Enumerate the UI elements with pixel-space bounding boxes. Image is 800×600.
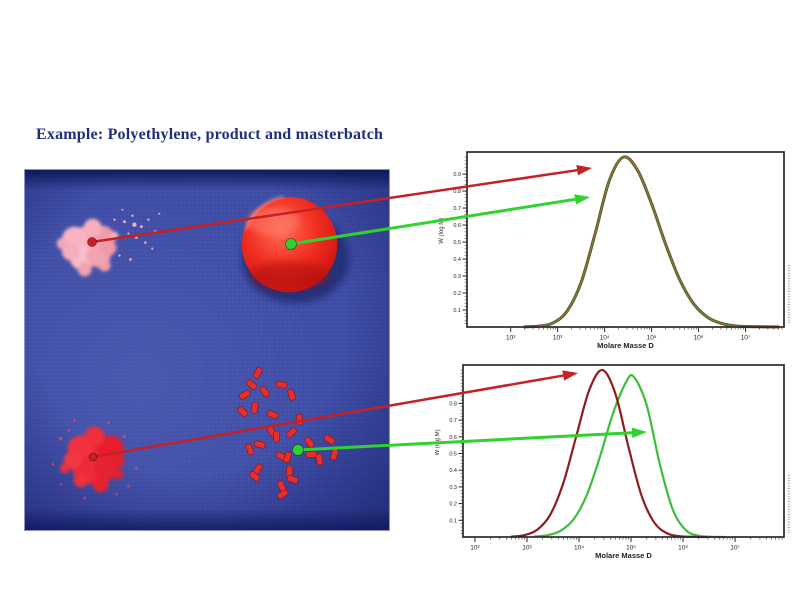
sample-photo	[24, 169, 390, 531]
svg-text:0.4: 0.4	[453, 257, 461, 263]
svg-text:0.1: 0.1	[453, 308, 461, 314]
molar-mass-distribution-chart-top: 10² 10³ 10⁴ 10⁵ 10⁶ 10⁷ 0.1 0.2 0.3 0.4 0.5 0.6 0.7 0…	[439, 151, 791, 350]
svg-text:0.3: 0.3	[453, 274, 461, 280]
svg-text:0.3: 0.3	[449, 485, 457, 491]
svg-text:10⁴: 10⁴	[600, 335, 610, 342]
chart-product-vs-masterbatch-identical: 10² 10³ 10⁴ 10⁵ 10⁶ 10⁷ 0.1 0.2 0.3 0.4 0.5 0.6 0.7 0…	[435, 140, 795, 354]
svg-text:0.7: 0.7	[449, 418, 457, 424]
svg-text:0.8: 0.8	[453, 189, 461, 195]
chart-product-vs-masterbatch-shifted: 10² 10³ 10⁴ 10⁵ 10⁶ 10⁷ 0.1 0.2 0.3 0.4 0.5 0.6 0.7 0…	[435, 355, 795, 565]
svg-text:0.2: 0.2	[453, 291, 461, 297]
svg-text:0.1: 0.1	[449, 518, 457, 524]
molar-mass-distribution-chart-bottom: 10² 10³ 10⁴ 10⁵ 10⁶ 10⁷ 0.1 0.2 0.3 0.4 0.5 0.6 0.7 0…	[435, 364, 791, 560]
svg-text:10⁷: 10⁷	[741, 335, 751, 342]
svg-text:Molare Masse D: Molare Masse D	[595, 551, 652, 560]
svg-text:10³: 10³	[522, 545, 532, 552]
svg-text:0.5: 0.5	[449, 452, 457, 458]
svg-text:0.6: 0.6	[449, 435, 457, 441]
svg-text:W (log M): W (log M)	[435, 429, 441, 455]
sample-photo-image	[25, 170, 389, 530]
svg-text:0.8: 0.8	[449, 401, 457, 407]
svg-text:10⁶: 10⁶	[678, 545, 688, 552]
svg-text:10⁷: 10⁷	[730, 545, 740, 552]
svg-text:W (log M): W (log M)	[439, 218, 445, 244]
svg-text:0.9: 0.9	[453, 172, 461, 178]
svg-text:0.5: 0.5	[453, 240, 461, 246]
svg-text:10⁵: 10⁵	[626, 545, 636, 552]
svg-text:10²: 10²	[506, 335, 516, 342]
svg-text:10²: 10²	[470, 545, 480, 552]
svg-text:10³: 10³	[553, 335, 563, 342]
svg-text:10⁵: 10⁵	[647, 335, 657, 342]
svg-text:Molare Masse D: Molare Masse D	[597, 341, 654, 350]
svg-text:0.6: 0.6	[453, 223, 461, 229]
page-title: Example: Polyethylene, product and maste…	[36, 126, 384, 143]
svg-text:0.7: 0.7	[453, 206, 461, 212]
svg-text:0.4: 0.4	[449, 468, 457, 474]
svg-text:10⁴: 10⁴	[574, 545, 584, 552]
svg-text:10⁶: 10⁶	[694, 335, 704, 342]
svg-text:0.2: 0.2	[449, 502, 457, 508]
